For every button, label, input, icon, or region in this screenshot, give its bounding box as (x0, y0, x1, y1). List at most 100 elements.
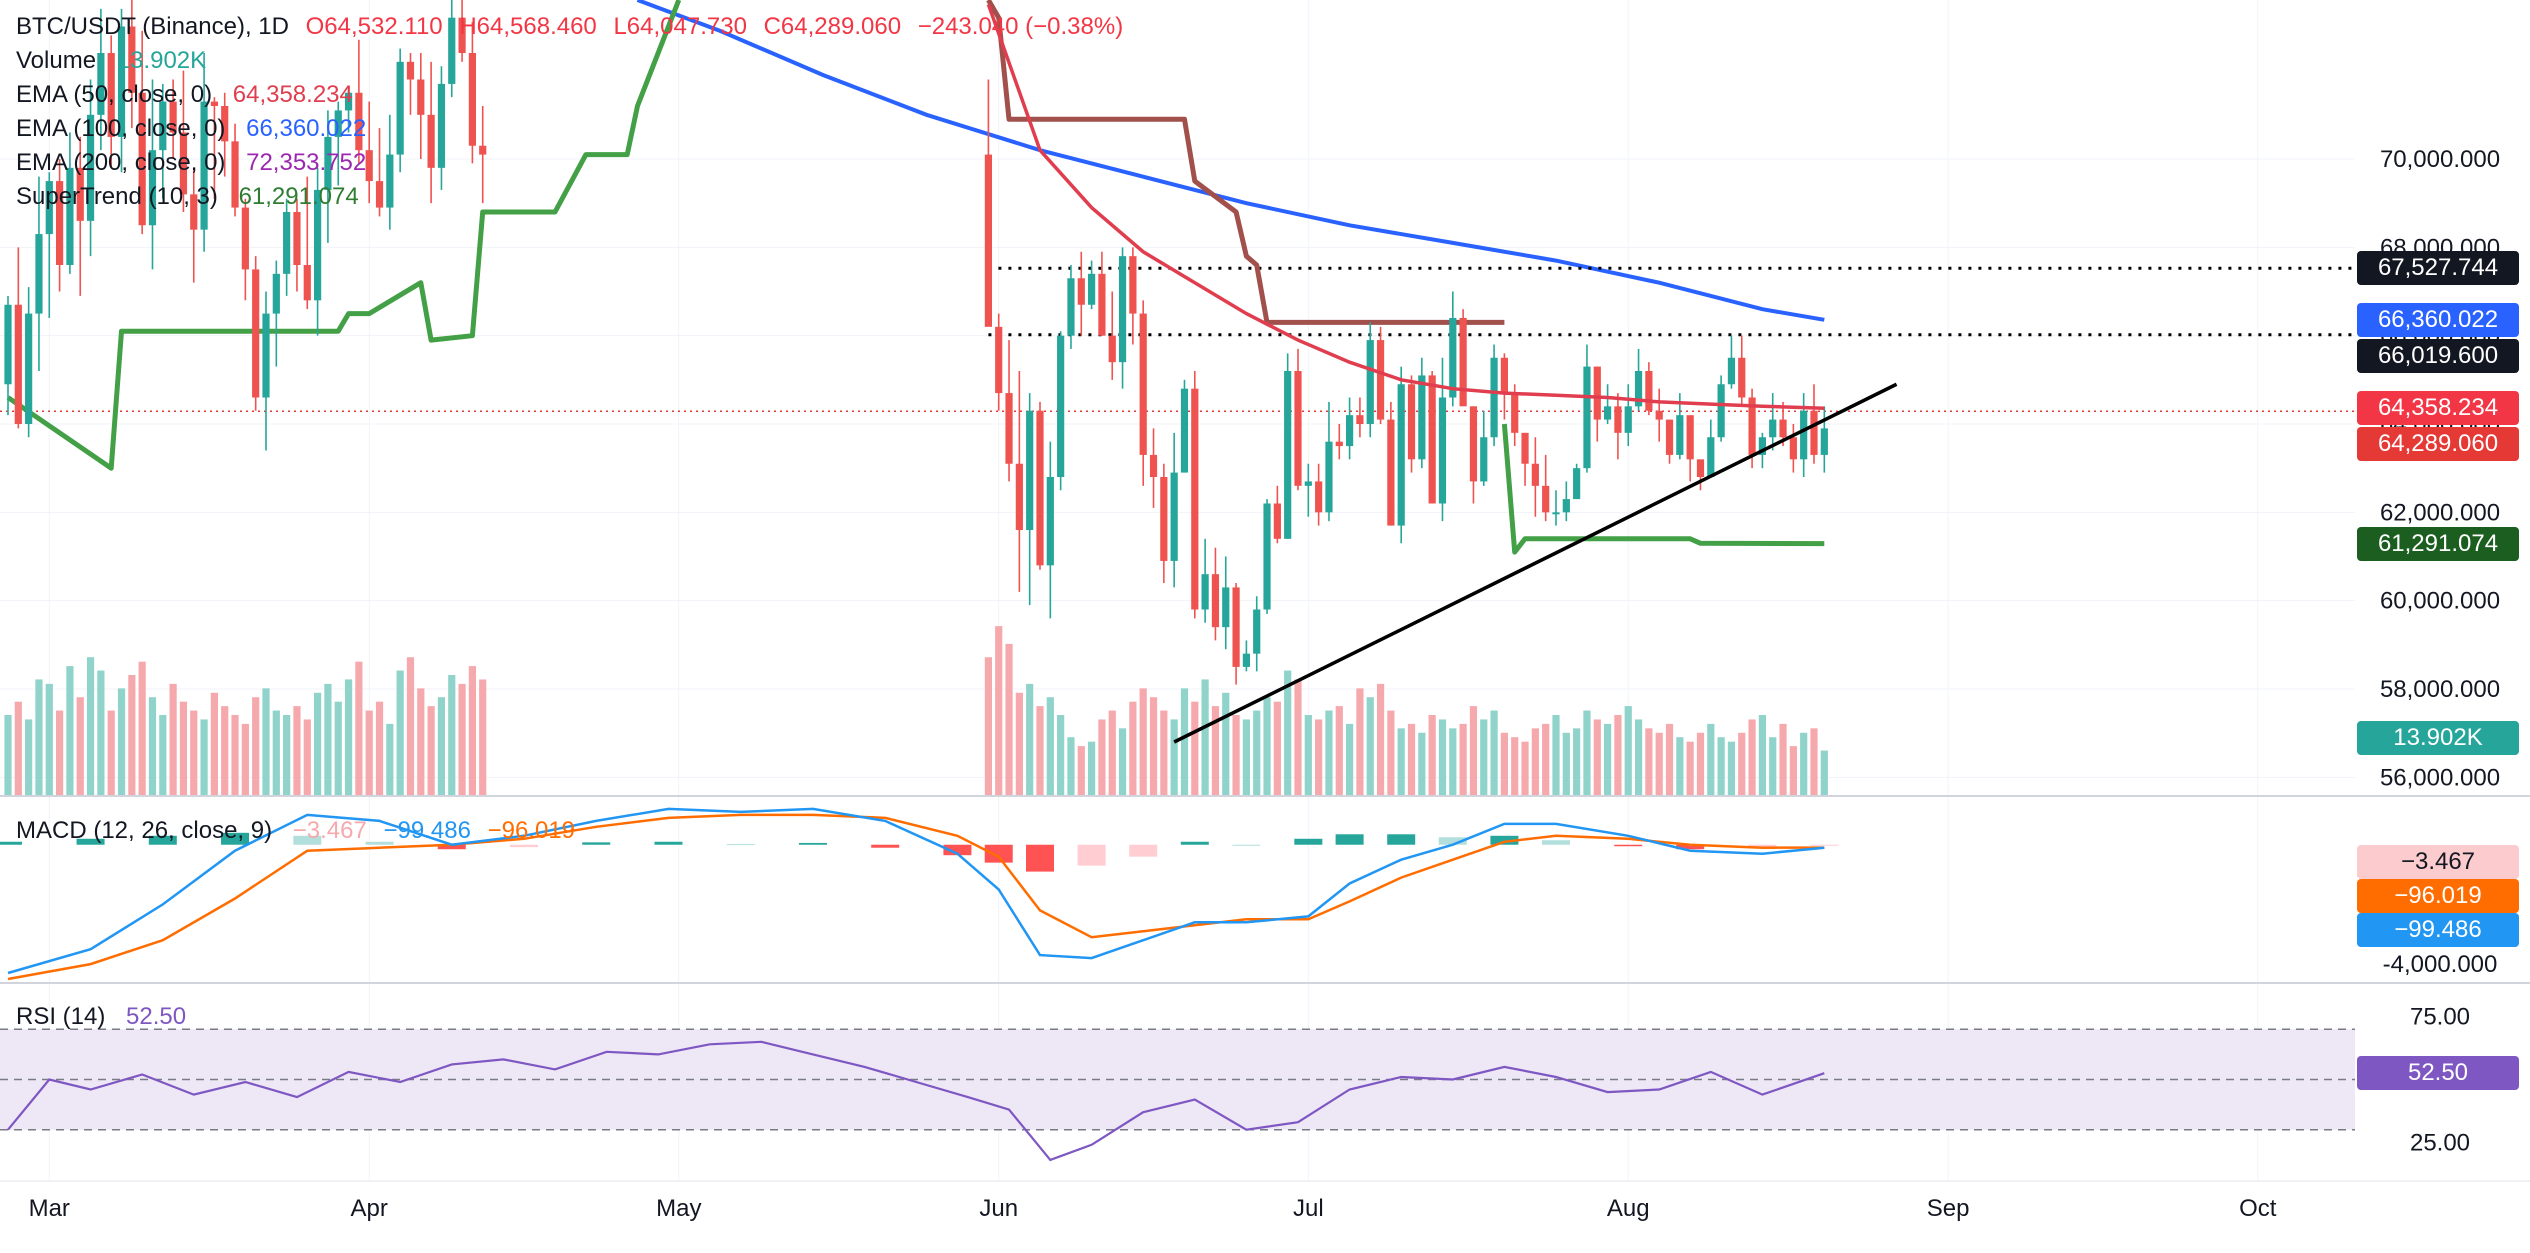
candle-body (396, 61, 404, 155)
candle-body (200, 101, 208, 230)
legend-rsi-value: 52.50 (126, 1003, 187, 1030)
candle-body (1418, 375, 1426, 460)
time-tick-label: Sep (1927, 1195, 1970, 1222)
volume-bar (1655, 732, 1663, 795)
volume-bar (1820, 750, 1828, 795)
volume-bar (1696, 732, 1705, 795)
candle-body (406, 61, 415, 80)
volume-bar (1304, 715, 1312, 795)
legend-volume-value: 13.902K (116, 47, 207, 74)
candle-body (1335, 441, 1343, 447)
candle-body (1407, 384, 1416, 460)
price-tick-label: 58,000.000 (2380, 676, 2500, 703)
macd-histogram-bar (582, 842, 611, 845)
candle-body (1531, 463, 1539, 486)
volume-bar (334, 701, 342, 795)
volume-bar (1057, 715, 1065, 795)
candle-body (1738, 357, 1746, 398)
legend-macd-label: MACD (12, 26, close, 9) (16, 817, 273, 844)
volume-bar (1191, 701, 1199, 795)
volume-bar (1810, 728, 1818, 795)
volume-bar (1325, 710, 1333, 795)
candle-body (1160, 477, 1168, 561)
volume-bar (1088, 741, 1096, 795)
candle-body (1593, 366, 1601, 420)
time-tick-label: Aug (1607, 1195, 1650, 1222)
candle-body (1511, 393, 1519, 433)
legend-row-ema200[interactable]: EMA (200, close, 0) 72,353.752 (16, 146, 376, 180)
volume-bar (128, 675, 136, 795)
macd-signal-line (7, 813, 1825, 981)
volume-bar (241, 723, 249, 795)
volume-bar (1634, 719, 1643, 795)
candle-body (324, 136, 332, 190)
volume-bar (1676, 737, 1684, 795)
candle-body (35, 234, 43, 314)
candle-body (1057, 335, 1065, 477)
candle-body (1273, 503, 1281, 539)
candle-body (1696, 459, 1705, 477)
volume-bar (1769, 737, 1777, 795)
candle-body (159, 101, 167, 151)
legend-row-macd[interactable]: MACD (12, 26, close, 9) −3.467 −99.486 −… (16, 814, 585, 848)
price-badge: 66,360.022 (2357, 302, 2519, 337)
macd-histogram-bar (437, 844, 466, 850)
candle-body (1191, 388, 1199, 610)
legend-row-volume[interactable]: Volume 13.902K (16, 44, 216, 78)
volume-bar (1005, 643, 1013, 795)
candle-body (252, 269, 260, 398)
volume-bar (1779, 723, 1787, 795)
macd-histogram-bar (1810, 844, 1839, 846)
volume-bar (1407, 723, 1416, 795)
legend-symbol[interactable]: BTC/USDT (Binance), 1D (16, 13, 289, 40)
candle-body (334, 110, 342, 137)
candle-body (1748, 397, 1756, 455)
volume-bar (159, 715, 167, 795)
candle-body (66, 167, 74, 265)
candle-body (1604, 406, 1612, 420)
price-badge: 66,019.600 (2357, 338, 2519, 373)
candle-body (303, 265, 311, 301)
legend-close: C64,289.060 (763, 13, 902, 40)
candle-body (1820, 428, 1828, 455)
volume-bar (1500, 732, 1508, 795)
candle-body (437, 83, 446, 168)
volume-bar (35, 679, 43, 795)
legend-macd-signal: −96.019 (487, 817, 576, 844)
candle-body (1562, 499, 1570, 513)
legend-change: −243.040 (−0.38%) (917, 13, 1124, 40)
volume-bar (1686, 741, 1694, 795)
volume-bar (448, 675, 456, 795)
legend-row-main: BTC/USDT (Binance), 1D O64,532.110 H64,5… (16, 10, 1133, 44)
macd-histogram-bar (510, 844, 538, 848)
volume-bar (344, 679, 353, 795)
volume-bar (200, 719, 208, 795)
candle-body (1015, 463, 1023, 530)
volume-bar (1738, 732, 1746, 795)
legend-row-rsi[interactable]: RSI (14) 52.50 (16, 1000, 196, 1034)
candle-body (190, 194, 198, 230)
macd-histogram-bar (293, 835, 322, 845)
candle-body (179, 132, 188, 195)
candle-body (1645, 371, 1653, 411)
candle-body (1108, 335, 1116, 363)
volume-bar (1552, 715, 1560, 795)
candle-body (1026, 410, 1034, 530)
candle-body (1789, 437, 1797, 460)
legend-row-supertrend[interactable]: SuperTrend (10, 3) 61,291.074 (16, 180, 369, 214)
macd-histogram-bar (365, 841, 394, 845)
candle-body (1067, 278, 1075, 336)
volume-bar (458, 683, 466, 795)
legend-row-ema100[interactable]: EMA (100, close, 0) 66,360.022 (16, 112, 376, 146)
legend-row-ema50[interactable]: EMA (50, close, 0) 64,358.234 (16, 78, 363, 112)
macd-histogram-bar (871, 844, 900, 848)
supertrend-line (1501, 423, 1825, 555)
volume-bar (1036, 706, 1044, 795)
candle-body (1707, 437, 1715, 477)
macd-histogram-bar (1077, 844, 1106, 866)
volume-bar (25, 719, 33, 795)
candle-body (1480, 437, 1488, 482)
volume-bar (262, 688, 270, 795)
volume-bar (169, 683, 177, 795)
candle-body (984, 154, 992, 327)
